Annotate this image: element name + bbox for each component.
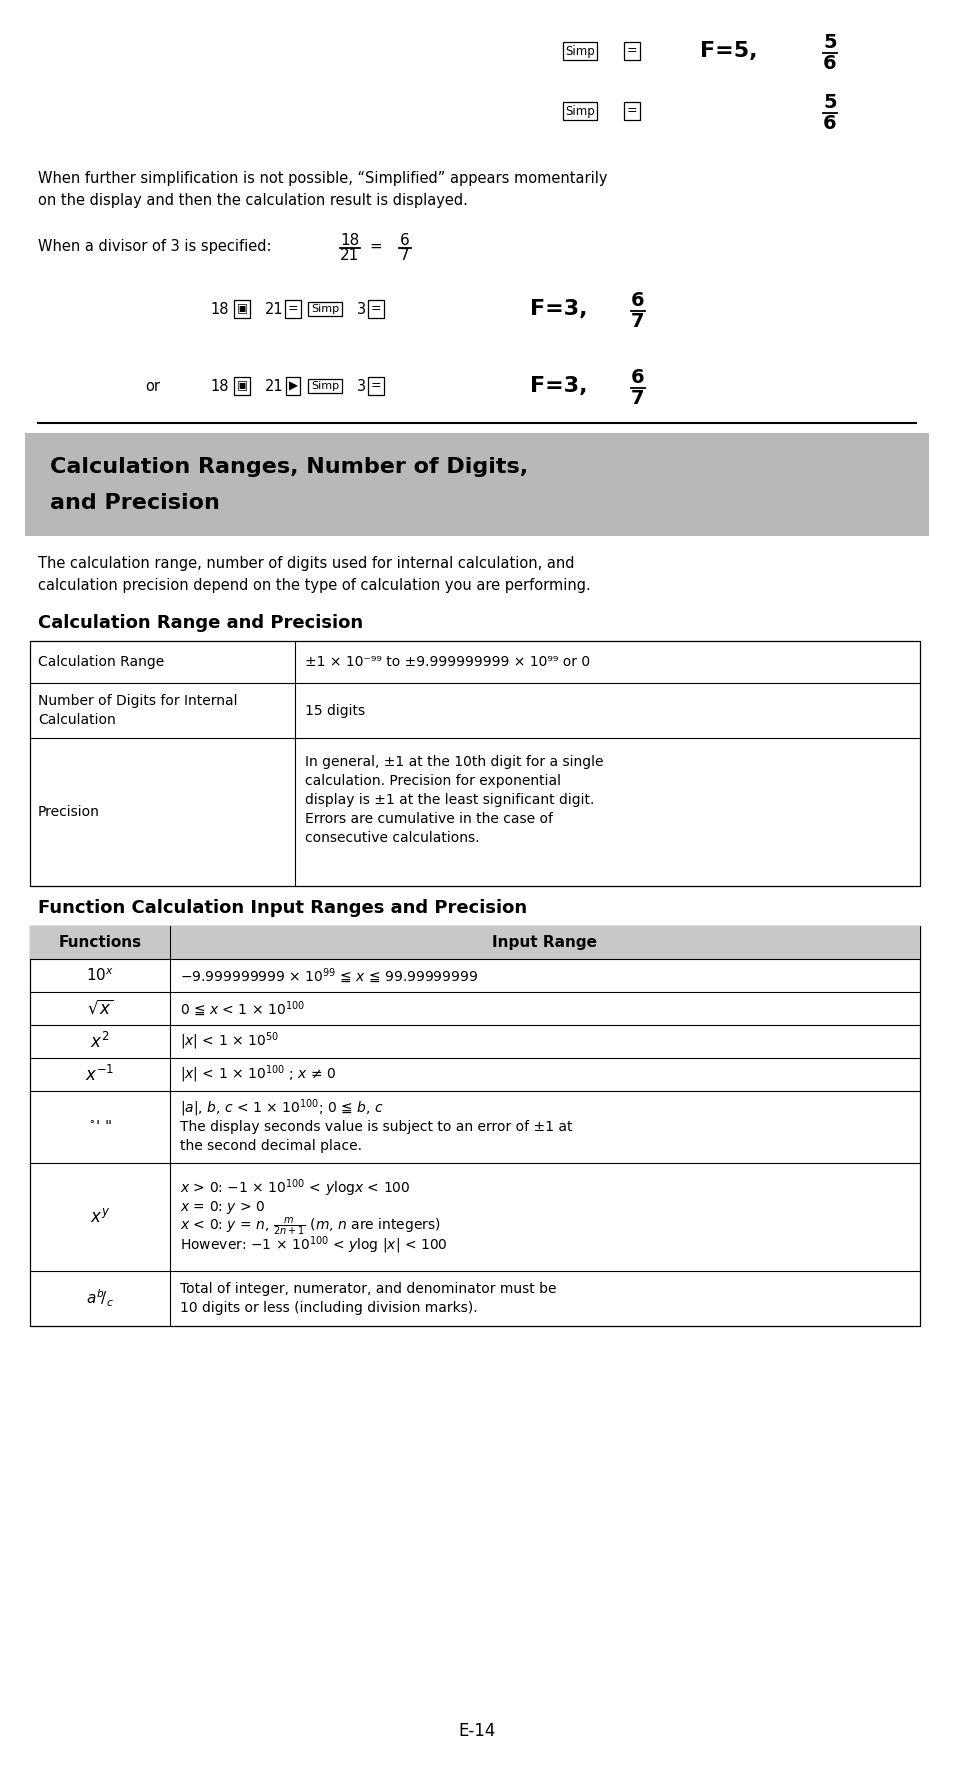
Text: 3: 3	[356, 379, 366, 393]
Text: =: =	[626, 104, 637, 117]
Text: In general, ±1 at the 10th digit for a single
calculation. Precision for exponen: In general, ±1 at the 10th digit for a s…	[305, 754, 603, 845]
Text: $x^{2}$: $x^{2}$	[91, 1031, 110, 1052]
Text: Calculation Range and Precision: Calculation Range and Precision	[38, 615, 363, 632]
Text: However: −1 × 10$^{100}$ < $y$log |$x$| < 100: However: −1 × 10$^{100}$ < $y$log |$x$| …	[180, 1234, 447, 1256]
Text: When further simplification is not possible, “Simplified” appears momentarily
on: When further simplification is not possi…	[38, 172, 607, 207]
Text: F=5,: F=5,	[700, 41, 757, 60]
Text: |$x$| < 1 × 10$^{100}$ ; $x$ ≠ 0: |$x$| < 1 × 10$^{100}$ ; $x$ ≠ 0	[180, 1064, 335, 1086]
Text: ▣: ▣	[236, 379, 247, 393]
Text: The display seconds value is subject to an error of ±1 at: The display seconds value is subject to …	[180, 1119, 572, 1133]
Text: 18: 18	[210, 379, 229, 393]
Text: 10 digits or less (including division marks).: 10 digits or less (including division ma…	[180, 1302, 477, 1314]
Text: =: =	[371, 303, 381, 315]
Text: 0 ≦ $x$ < 1 × 10$^{100}$: 0 ≦ $x$ < 1 × 10$^{100}$	[180, 999, 305, 1018]
Text: $\sqrt{x}$: $\sqrt{x}$	[87, 999, 113, 1018]
Text: $x$ = 0: $y$ > 0: $x$ = 0: $y$ > 0	[180, 1199, 265, 1217]
Bar	[30, 926, 919, 1326]
Text: F=3,: F=3,	[530, 375, 587, 397]
Bar	[30, 926, 919, 960]
Bar	[25, 432, 928, 537]
Text: F=3,: F=3,	[530, 299, 587, 319]
Text: or: or	[145, 379, 160, 393]
Text: $^{\circ}$' ": $^{\circ}$' "	[88, 1119, 112, 1135]
Text: Calculation Range: Calculation Range	[38, 655, 164, 669]
Text: |$a$|, $b$, $c$ < 1 × 10$^{100}$; 0 ≦ $b$, $c$: |$a$|, $b$, $c$ < 1 × 10$^{100}$; 0 ≦ $b…	[180, 1098, 383, 1119]
Text: 7: 7	[631, 312, 644, 331]
Text: $x^{y}$: $x^{y}$	[90, 1208, 110, 1226]
Text: Simp: Simp	[564, 44, 595, 57]
Text: 21: 21	[340, 248, 359, 264]
Text: Precision: Precision	[38, 806, 100, 818]
Text: 18: 18	[340, 232, 359, 248]
Text: Simp: Simp	[311, 381, 338, 391]
Text: E-14: E-14	[457, 1721, 496, 1739]
Text: $a^{b}\!/_c$: $a^{b}\!/_c$	[86, 1288, 113, 1309]
Text: ▣: ▣	[236, 303, 247, 315]
Text: Input Range: Input Range	[492, 935, 597, 949]
Text: 15 digits: 15 digits	[305, 703, 365, 717]
Text: 6: 6	[631, 368, 644, 388]
Text: The calculation range, number of digits used for internal calculation, and
calcu: The calculation range, number of digits …	[38, 556, 590, 593]
Text: Functions: Functions	[58, 935, 141, 949]
Text: When a divisor of 3 is specified:: When a divisor of 3 is specified:	[38, 239, 272, 253]
Text: 5: 5	[822, 94, 836, 112]
Text: $x$ < 0: $y$ = $n$, $\frac{m}{2n+1}$ ($m$, $n$ are integers): $x$ < 0: $y$ = $n$, $\frac{m}{2n+1}$ ($m…	[180, 1215, 440, 1238]
Text: $x$ > 0: −1 × 10$^{100}$ < $y$log$x$ < 100: $x$ > 0: −1 × 10$^{100}$ < $y$log$x$ < 1…	[180, 1178, 410, 1199]
Bar	[30, 641, 919, 886]
Text: $x^{-1}$: $x^{-1}$	[86, 1064, 114, 1084]
Text: 6: 6	[822, 53, 836, 73]
Text: =: =	[369, 239, 382, 253]
Text: =: =	[626, 44, 637, 57]
Text: and Precision: and Precision	[50, 492, 219, 512]
Text: Number of Digits for Internal
Calculation: Number of Digits for Internal Calculatio…	[38, 694, 237, 726]
Text: $-$9.999999999 × 10$^{99}$ ≦ $x$ ≦ 99.99999999: $-$9.999999999 × 10$^{99}$ ≦ $x$ ≦ 99.99…	[180, 965, 477, 985]
Text: Function Calculation Input Ranges and Precision: Function Calculation Input Ranges and Pr…	[38, 900, 527, 917]
Text: 10$^{x}$: 10$^{x}$	[86, 967, 113, 985]
Text: |$x$| < 1 × 10$^{50}$: |$x$| < 1 × 10$^{50}$	[180, 1031, 278, 1052]
Text: 21: 21	[265, 301, 283, 317]
Text: 3: 3	[356, 301, 366, 317]
Text: =: =	[288, 303, 298, 315]
Text: =: =	[371, 379, 381, 393]
Text: the second decimal place.: the second decimal place.	[180, 1139, 361, 1153]
Text: 18: 18	[210, 301, 229, 317]
Text: Simp: Simp	[564, 104, 595, 117]
Text: 7: 7	[631, 388, 644, 407]
Text: ±1 × 10⁻⁹⁹ to ±9.999999999 × 10⁹⁹ or 0: ±1 × 10⁻⁹⁹ to ±9.999999999 × 10⁹⁹ or 0	[305, 655, 590, 669]
Text: Total of integer, numerator, and denominator must be: Total of integer, numerator, and denomin…	[180, 1282, 556, 1296]
Text: 5: 5	[822, 34, 836, 53]
Text: 7: 7	[399, 248, 410, 264]
Text: ▶: ▶	[288, 379, 297, 393]
Text: 21: 21	[265, 379, 283, 393]
Text: Simp: Simp	[311, 305, 338, 313]
Text: Calculation Ranges, Number of Digits,: Calculation Ranges, Number of Digits,	[50, 457, 528, 476]
Text: 6: 6	[399, 232, 410, 248]
Text: 6: 6	[631, 292, 644, 310]
Text: 6: 6	[822, 113, 836, 133]
